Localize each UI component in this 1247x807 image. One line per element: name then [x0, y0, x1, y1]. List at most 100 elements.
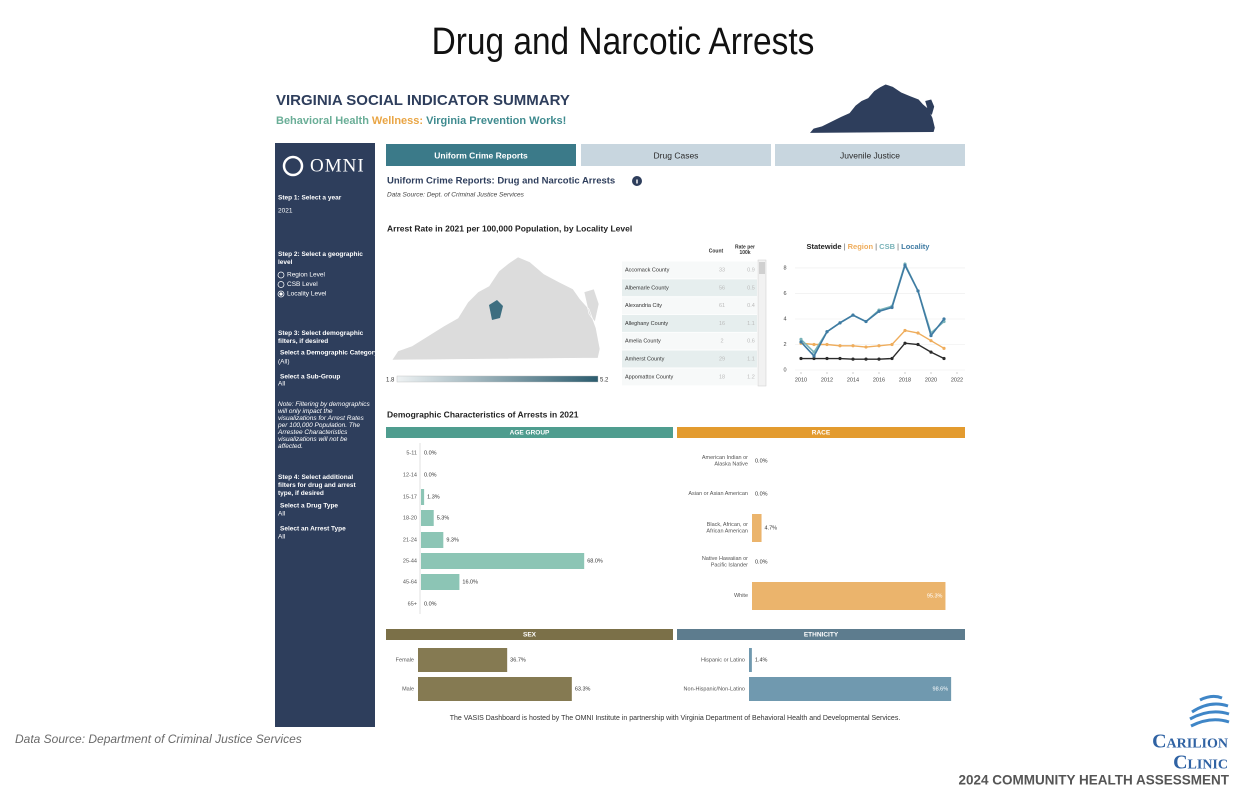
- table-row[interactable]: [622, 368, 757, 386]
- series-point[interactable]: [812, 354, 816, 358]
- table-row[interactable]: [622, 279, 757, 297]
- series-point[interactable]: [812, 342, 816, 347]
- bar[interactable]: [421, 510, 434, 526]
- category-label: Black, African, or African American: [706, 522, 748, 535]
- series-point[interactable]: [929, 350, 933, 354]
- legend-entry: Statewide: [807, 242, 842, 251]
- radio-button[interactable]: [277, 281, 285, 288]
- series-point[interactable]: [916, 342, 920, 347]
- category-label: Female: [396, 657, 414, 663]
- series-point[interactable]: [929, 333, 933, 338]
- series-point[interactable]: [877, 344, 881, 348]
- brand-name: Clinic: [1173, 752, 1228, 774]
- series-point[interactable]: [838, 356, 842, 361]
- table-row[interactable]: [622, 314, 757, 332]
- value-label: 98.6%: [933, 686, 949, 692]
- locality-name: Accomack County: [625, 267, 670, 273]
- series-point[interactable]: [864, 345, 868, 349]
- radio-label: Region Level: [287, 272, 325, 279]
- value-label: 0.0%: [424, 450, 437, 456]
- series-point[interactable]: [825, 330, 829, 334]
- bar[interactable]: [418, 648, 508, 672]
- series-point[interactable]: [929, 339, 933, 343]
- series-point[interactable]: [903, 341, 907, 345]
- bar[interactable]: [421, 553, 585, 569]
- bar[interactable]: [752, 514, 762, 542]
- series-point[interactable]: [942, 346, 946, 350]
- bar[interactable]: [749, 648, 752, 672]
- radio-label: CSB Level: [287, 281, 318, 288]
- series-point[interactable]: [812, 356, 816, 361]
- series-point[interactable]: [864, 319, 868, 324]
- bar[interactable]: [421, 532, 444, 548]
- x-tick-label: 2020: [925, 377, 937, 383]
- category-label: 18-20: [403, 515, 417, 521]
- bar[interactable]: [418, 677, 572, 701]
- series-point[interactable]: [838, 344, 842, 348]
- bar[interactable]: [421, 574, 460, 590]
- rate: 0.9: [747, 267, 755, 273]
- virginia-silhouette: [810, 84, 935, 133]
- tab[interactable]: [581, 144, 771, 166]
- brand-name: Carilion: [1152, 731, 1228, 753]
- category-label: 21-24: [403, 537, 417, 543]
- series-point[interactable]: [942, 356, 946, 361]
- table-row[interactable]: [622, 261, 757, 279]
- series-point[interactable]: [903, 328, 907, 333]
- series-point[interactable]: [890, 356, 894, 361]
- panel-header: [677, 629, 965, 640]
- dashboard-subtitle: Behavioral Health Wellness: Virginia Preve…: [276, 115, 566, 127]
- series-point[interactable]: [851, 344, 855, 348]
- line-legend: Statewide | Region | CSB | Locality: [807, 242, 931, 251]
- series-point[interactable]: [851, 357, 855, 361]
- radio-button[interactable]: [277, 271, 285, 279]
- bar[interactable]: [749, 677, 952, 701]
- series-point[interactable]: [942, 317, 946, 321]
- bar[interactable]: [421, 489, 425, 505]
- series-point[interactable]: [825, 356, 829, 361]
- y-tick-label: 0: [783, 367, 786, 373]
- series-point[interactable]: [877, 357, 881, 361]
- sidebar-text: Step 3: Select demographic filters, if de…: [278, 330, 364, 345]
- table-row[interactable]: [622, 297, 757, 315]
- tab-label: Drug Cases: [654, 150, 699, 160]
- series-point[interactable]: [916, 289, 920, 293]
- series-point[interactable]: [851, 313, 855, 317]
- category-label: 25-44: [403, 558, 417, 564]
- series-point[interactable]: [890, 342, 894, 347]
- sidebar-text: Note: Filtering by demographics will only…: [277, 401, 371, 450]
- section-source: Data Source: Dept. of Criminal Justice S…: [387, 192, 525, 199]
- sidebar: [275, 143, 375, 727]
- value-label: 0.0%: [424, 601, 437, 607]
- panel-title: ETHNICITY: [804, 632, 839, 639]
- y-tick-label: 6: [783, 291, 786, 297]
- series-point[interactable]: [799, 340, 803, 344]
- bar[interactable]: [752, 582, 946, 610]
- series-point[interactable]: [799, 356, 803, 361]
- scroll-thumb[interactable]: [759, 262, 765, 274]
- value-label: 1.4%: [755, 657, 768, 663]
- tab[interactable]: [386, 144, 576, 166]
- series-point[interactable]: [838, 321, 842, 325]
- series-point[interactable]: [903, 263, 907, 268]
- radio-button[interactable]: [277, 290, 285, 298]
- series-point[interactable]: [864, 357, 868, 361]
- table-row[interactable]: [622, 332, 757, 350]
- tab[interactable]: [775, 144, 965, 166]
- value-label: 1.3%: [427, 494, 440, 500]
- y-tick-label: 2: [783, 342, 786, 348]
- series-point[interactable]: [916, 331, 920, 335]
- series-point[interactable]: [890, 305, 894, 310]
- series-point[interactable]: [877, 309, 881, 313]
- selected-locality[interactable]: [489, 300, 503, 320]
- table-row[interactable]: [622, 350, 757, 368]
- legend-max: 5.2: [600, 378, 609, 384]
- rate: 0.4: [747, 303, 755, 309]
- value-label: 0.0%: [755, 458, 768, 464]
- series-point[interactable]: [799, 337, 803, 341]
- demographics-title: Demographic Characteristics of Arrests i…: [387, 409, 579, 419]
- count: 18: [719, 374, 725, 380]
- series-point[interactable]: [825, 342, 829, 347]
- table-scrollbar[interactable]: [757, 259, 767, 387]
- category-label: Non-Hispanic/Non-Latino: [684, 686, 745, 692]
